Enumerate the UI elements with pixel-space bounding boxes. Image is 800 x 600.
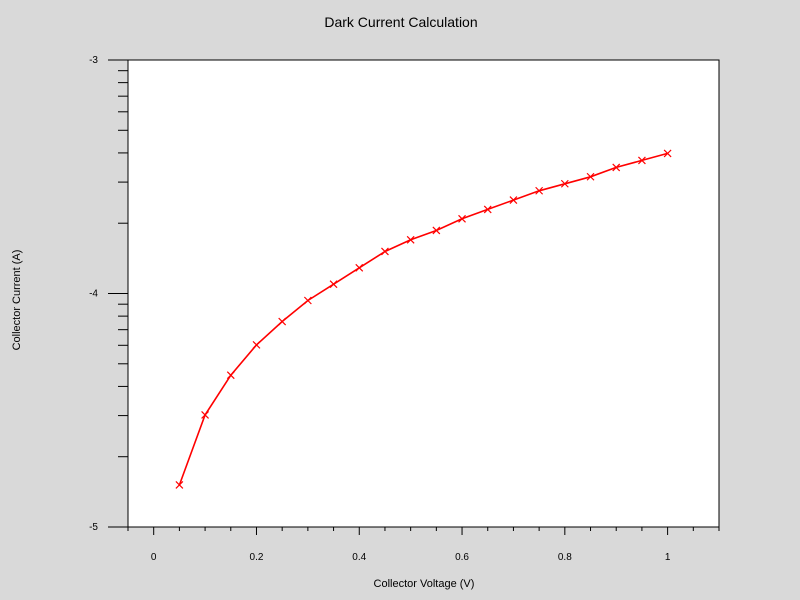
data-point-marker (226, 371, 235, 380)
data-point-marker (303, 296, 312, 305)
data-point-marker (612, 163, 621, 172)
y-tick-label: -4 (89, 289, 98, 300)
x-tick-label: 0.6 (455, 552, 469, 563)
data-point-marker (509, 196, 518, 205)
data-point-marker (329, 280, 338, 289)
data-point-marker (458, 214, 466, 223)
data-point-marker (586, 172, 595, 181)
data-point-marker (663, 149, 672, 158)
x-tick-label: 0.4 (352, 552, 366, 563)
chart-title: Dark Current Calculation (324, 14, 477, 30)
x-tick-label: 1 (665, 552, 671, 563)
x-tick-label: 0.2 (250, 552, 264, 563)
data-point-marker (175, 481, 184, 489)
data-point-marker (483, 205, 492, 214)
y-tick-label: -3 (89, 55, 98, 66)
x-axis-ticks: 0 0.2 0.4 0.6 0.8 1 (127, 527, 720, 563)
data-point-marker (355, 263, 364, 272)
data-point-marker (406, 235, 415, 244)
data-point-marker (381, 247, 389, 256)
series-line (178, 152, 668, 486)
plot-area (127, 59, 720, 528)
y-axis-label: Collector Current (A) (11, 250, 23, 351)
y-tick-label: -5 (89, 522, 98, 533)
data-point-marker (252, 340, 261, 349)
y-axis-ticks: -5 -4 -3 (89, 55, 128, 533)
data-series (175, 149, 672, 489)
data-point-marker (278, 317, 287, 326)
data-point-marker (432, 226, 441, 235)
data-point-marker (637, 156, 646, 165)
data-point-marker (560, 179, 569, 188)
x-tick-label: 0.8 (558, 552, 572, 563)
data-point-marker (201, 410, 210, 419)
x-axis-label: Collector Voltage (V) (374, 578, 475, 590)
x-tick-label: 0 (151, 552, 157, 563)
data-point-marker (535, 186, 544, 195)
